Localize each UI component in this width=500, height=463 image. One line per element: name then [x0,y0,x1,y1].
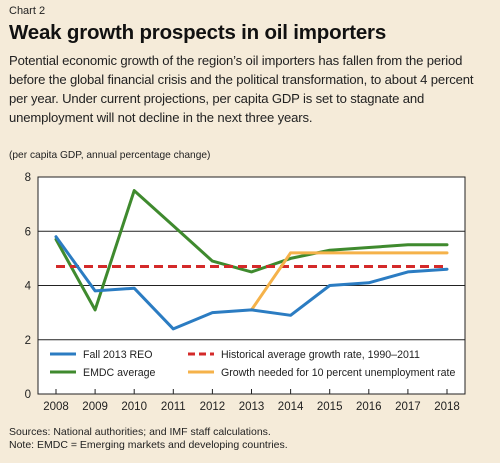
y-tick-label-6: 6 [25,226,31,238]
grid-layer [38,177,465,394]
x-tick-label-2008: 2008 [43,401,69,413]
y-tick-label-4: 4 [25,281,32,293]
legend-label-3: Growth needed for 10 percent unemploymen… [221,367,455,379]
chart-description: Potential economic growth of the region’… [9,53,474,125]
x-tick-label-2017: 2017 [395,401,421,413]
x-tick-label-2014: 2014 [278,401,304,413]
x-tick-label-2011: 2011 [161,401,186,413]
y-tick-label-8: 8 [25,172,31,184]
chart-title: Weak growth prospects in oil importers [9,21,387,44]
legend-label-1: EMDC average [83,367,156,379]
legend-label-0: Fall 2013 REO [83,349,152,361]
x-tick-label-2018: 2018 [434,401,460,413]
series-layer [54,189,449,331]
x-tick-label-2016: 2016 [356,401,382,413]
y-tick-label-2: 2 [25,335,31,347]
legend-label-2: Historical average growth rate, 1990–201… [221,349,420,361]
units-label: (per capita GDP, annual percentage chang… [9,150,211,161]
y-tick-label-0: 0 [25,389,31,401]
sources-note: Sources: National authorities; and IMF s… [9,426,271,438]
x-tick-label-2009: 2009 [82,401,108,413]
abbreviation-note: Note: EMDC = Emerging markets and develo… [9,439,288,451]
series-line-0 [54,235,449,331]
series-line-3 [250,251,449,312]
x-tick-label-2013: 2013 [239,401,265,413]
x-tick-label-2015: 2015 [317,401,343,413]
x-tick-label-2012: 2012 [200,401,226,413]
series-line-1 [54,189,449,312]
legend: Fall 2013 REO EMDC average Historical aver… [50,349,455,379]
x-tick-label-2010: 2010 [121,401,147,413]
chart-label: Chart 2 [9,5,46,17]
axis-layer: 0 2 4 6 8 2008 2009 2010 2011 2012 2013 2014 2015 201… [25,172,466,413]
